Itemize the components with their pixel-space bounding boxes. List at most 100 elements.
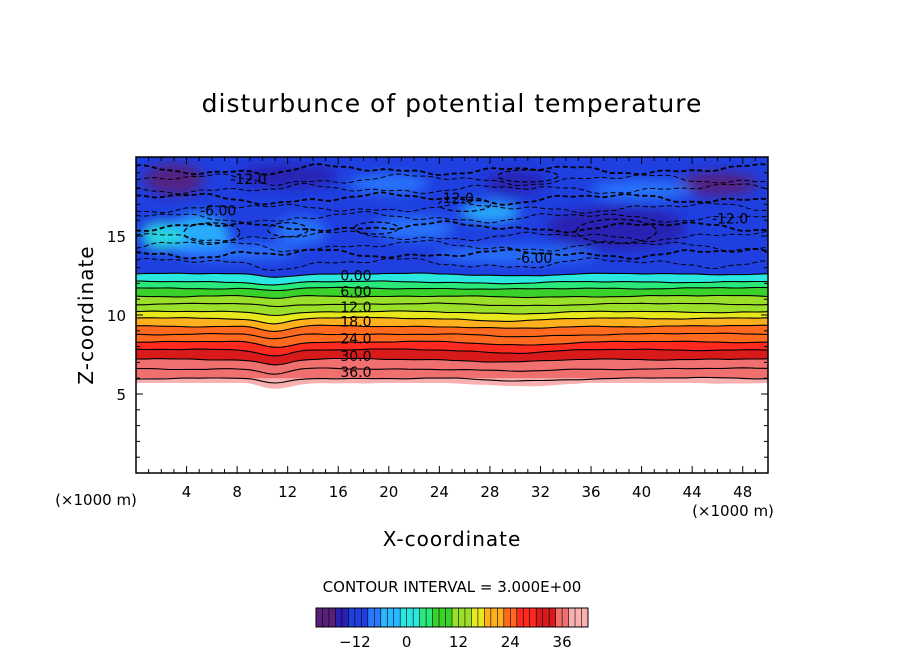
contour-0 — [136, 272, 768, 278]
colorbar-tick-label: −12 — [339, 633, 371, 651]
x-axis-unit: (×1000 m) — [692, 502, 774, 520]
colorbar-segment — [458, 608, 466, 627]
colorbar-segment — [536, 608, 543, 627]
contour-label: 0.00 — [340, 269, 371, 285]
colorbar-segment — [432, 608, 440, 627]
contour-labels: -12.0 -6.00 -12.0 -12.0 -6.00 0.006.0012.018.… — [200, 172, 748, 381]
band-lowest — [136, 378, 768, 383]
colorbar-tick-label: 24 — [501, 633, 520, 651]
upper-blobs — [141, 163, 758, 263]
x-tick-label: 36 — [581, 483, 600, 501]
colorbar-segment — [562, 608, 569, 627]
colorbar-segment — [413, 608, 420, 627]
colorbar-segment — [367, 608, 375, 627]
contour-loop — [183, 222, 241, 244]
colorbar-frame — [315, 607, 589, 628]
x-tick-label: 32 — [531, 483, 550, 501]
contour-21 — [136, 324, 768, 332]
band-6 — [136, 287, 768, 299]
colorbar-segment — [490, 608, 498, 627]
colorbar-segment — [549, 608, 556, 627]
contour-negative — [136, 163, 768, 176]
plot-area: -12.0 -6.00 -12.0 -12.0 -6.00 0.006.0012.018.… — [135, 156, 769, 474]
contour-3 — [136, 280, 768, 286]
contour-lines — [136, 163, 768, 384]
x-axis: 4 8 12 16 20 24 28 32 36 40 44 48 — [148, 157, 756, 501]
contour-negative — [136, 202, 768, 214]
x-tick-label: 40 — [632, 483, 651, 501]
colorbar-tick-label: 36 — [553, 633, 572, 651]
contour-negative — [136, 173, 768, 187]
y-axis: 5 10 15 — [107, 172, 768, 458]
colorbar-segment — [341, 608, 349, 627]
colorbar — [315, 607, 589, 628]
contour-label: 12.0 — [340, 300, 371, 316]
colorbar-segment — [523, 608, 531, 627]
chart-title: disturbunce of potential temperature — [202, 89, 703, 118]
contour-loop — [267, 222, 309, 238]
contour-negative — [136, 191, 768, 206]
contour-18 — [136, 316, 768, 325]
y-tick-label: 10 — [107, 307, 126, 325]
colorbar-segment — [581, 608, 589, 627]
y-axis-label: Z-coordinate — [74, 245, 98, 384]
colorbar-segment — [419, 608, 427, 627]
contour-negative — [136, 248, 768, 260]
contour-negative — [136, 257, 768, 271]
colorbar-segment — [471, 608, 479, 627]
colorbar-segment — [393, 608, 401, 627]
x-tick-label: 16 — [329, 483, 348, 501]
colorbar-segment — [316, 608, 323, 627]
colorbar-segment — [555, 608, 563, 627]
x-tick-label: 12 — [278, 483, 297, 501]
y-tick-label: 15 — [107, 228, 126, 246]
y-axis-unit: (×1000 m) — [55, 491, 137, 509]
y-tick-label: 5 — [116, 386, 126, 404]
contour-label: -6.00 — [200, 204, 236, 220]
colorbar-segment — [322, 608, 330, 627]
colorbar-tick-label: 12 — [449, 633, 468, 651]
band-0 — [136, 273, 768, 285]
colorbar-segment — [503, 608, 511, 627]
colorbar-segment — [328, 608, 336, 627]
contour-label: -12.0 — [438, 191, 474, 207]
contour-label: 30.0 — [340, 349, 371, 365]
colorbar-segment — [361, 608, 369, 627]
contour-9 — [136, 294, 768, 299]
band-9 — [136, 295, 768, 307]
colorbar-segment — [387, 608, 395, 627]
contour-negative — [136, 230, 768, 243]
contour-interval-text: CONTOUR INTERVAL = 3.000E+00 — [323, 578, 582, 596]
x-tick-label: 24 — [430, 483, 449, 501]
x-axis-label: X-coordinate — [383, 527, 522, 551]
colorbar-segment — [510, 608, 518, 627]
contour-label: -12.0 — [230, 172, 266, 188]
colorbar-segment — [439, 608, 446, 627]
colorbar-segment — [354, 608, 362, 627]
contour-loop — [353, 221, 399, 235]
contour-24 — [136, 332, 768, 340]
contour-label: 6.00 — [340, 284, 371, 300]
contour-36 — [136, 367, 768, 375]
contour-label: 36.0 — [340, 365, 371, 381]
contour-label: 18.0 — [340, 314, 371, 330]
contour-negative — [136, 220, 768, 234]
band-15 — [136, 310, 768, 324]
colorbar-segment — [452, 608, 459, 627]
colorbar-segment — [568, 608, 576, 627]
x-tick-label: 4 — [182, 483, 192, 501]
colorbar-segment — [477, 608, 485, 627]
contour-label: -6.00 — [516, 251, 552, 267]
colorbar-segment — [374, 608, 382, 627]
band-12 — [136, 303, 768, 316]
band-30 — [136, 349, 768, 365]
x-tick-label: 8 — [232, 483, 242, 501]
contour-label: -12.0 — [712, 212, 748, 228]
colorbar-segment — [380, 608, 388, 627]
colorbar-segment — [335, 608, 343, 627]
contour-loop — [497, 169, 559, 183]
x-tick-label: 48 — [733, 483, 752, 501]
colorbar-segment — [575, 608, 582, 627]
colorbar-segment — [406, 608, 414, 627]
